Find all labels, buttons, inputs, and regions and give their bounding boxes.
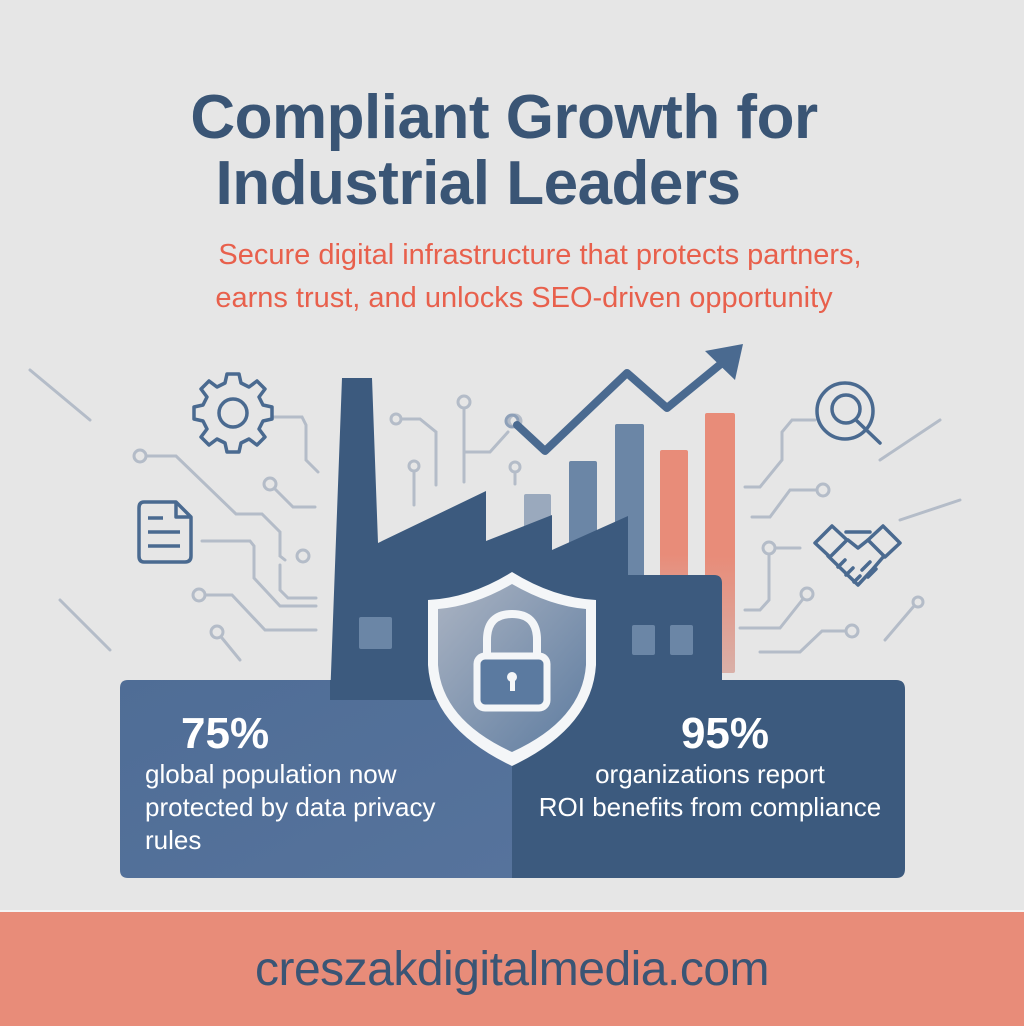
stat-label: ROI benefits from compliance xyxy=(538,792,882,822)
stat-label: protected by data privacy xyxy=(145,792,436,822)
stat-card-roi: 95% organizations report ROI benefits fr… xyxy=(520,710,900,824)
document-icon xyxy=(137,500,193,564)
subtitle-line2: earns trust, and unlocks SEO-driven oppo… xyxy=(215,282,833,314)
factory-window xyxy=(359,617,392,649)
website-link[interactable]: creszakdigitalmedia.com xyxy=(254,943,770,996)
circuit-lines xyxy=(28,368,962,662)
factory-window xyxy=(670,625,693,655)
stat-value: 75% xyxy=(181,709,270,758)
handshake-icon xyxy=(813,524,902,587)
search-icon xyxy=(815,381,882,445)
factory-window xyxy=(632,625,655,655)
footer-banner: creszakdigitalmedia.com xyxy=(0,910,1024,1026)
stat-label: organizations report xyxy=(595,759,825,789)
stat-label: rules xyxy=(145,825,202,855)
stats-panel xyxy=(120,680,905,878)
page-title-line2: Industrial Leaders xyxy=(215,149,741,218)
subtitle-line1: Secure digital infrastructure that prote… xyxy=(218,239,862,271)
stat-value: 95% xyxy=(680,709,770,758)
trend-arrow-icon xyxy=(504,344,743,455)
gear-icon xyxy=(192,372,274,454)
page-title-line1: Compliant Growth for xyxy=(190,83,818,152)
stat-label: global population now xyxy=(145,759,397,789)
lock-icon xyxy=(473,609,551,712)
stat-card-privacy: 75% global population now protected by d… xyxy=(145,710,505,857)
